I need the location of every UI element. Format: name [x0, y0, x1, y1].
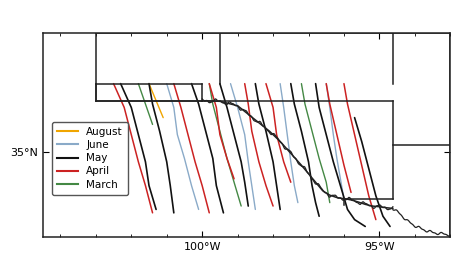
Legend: August, June, May, April, March: August, June, May, April, March	[52, 122, 128, 195]
